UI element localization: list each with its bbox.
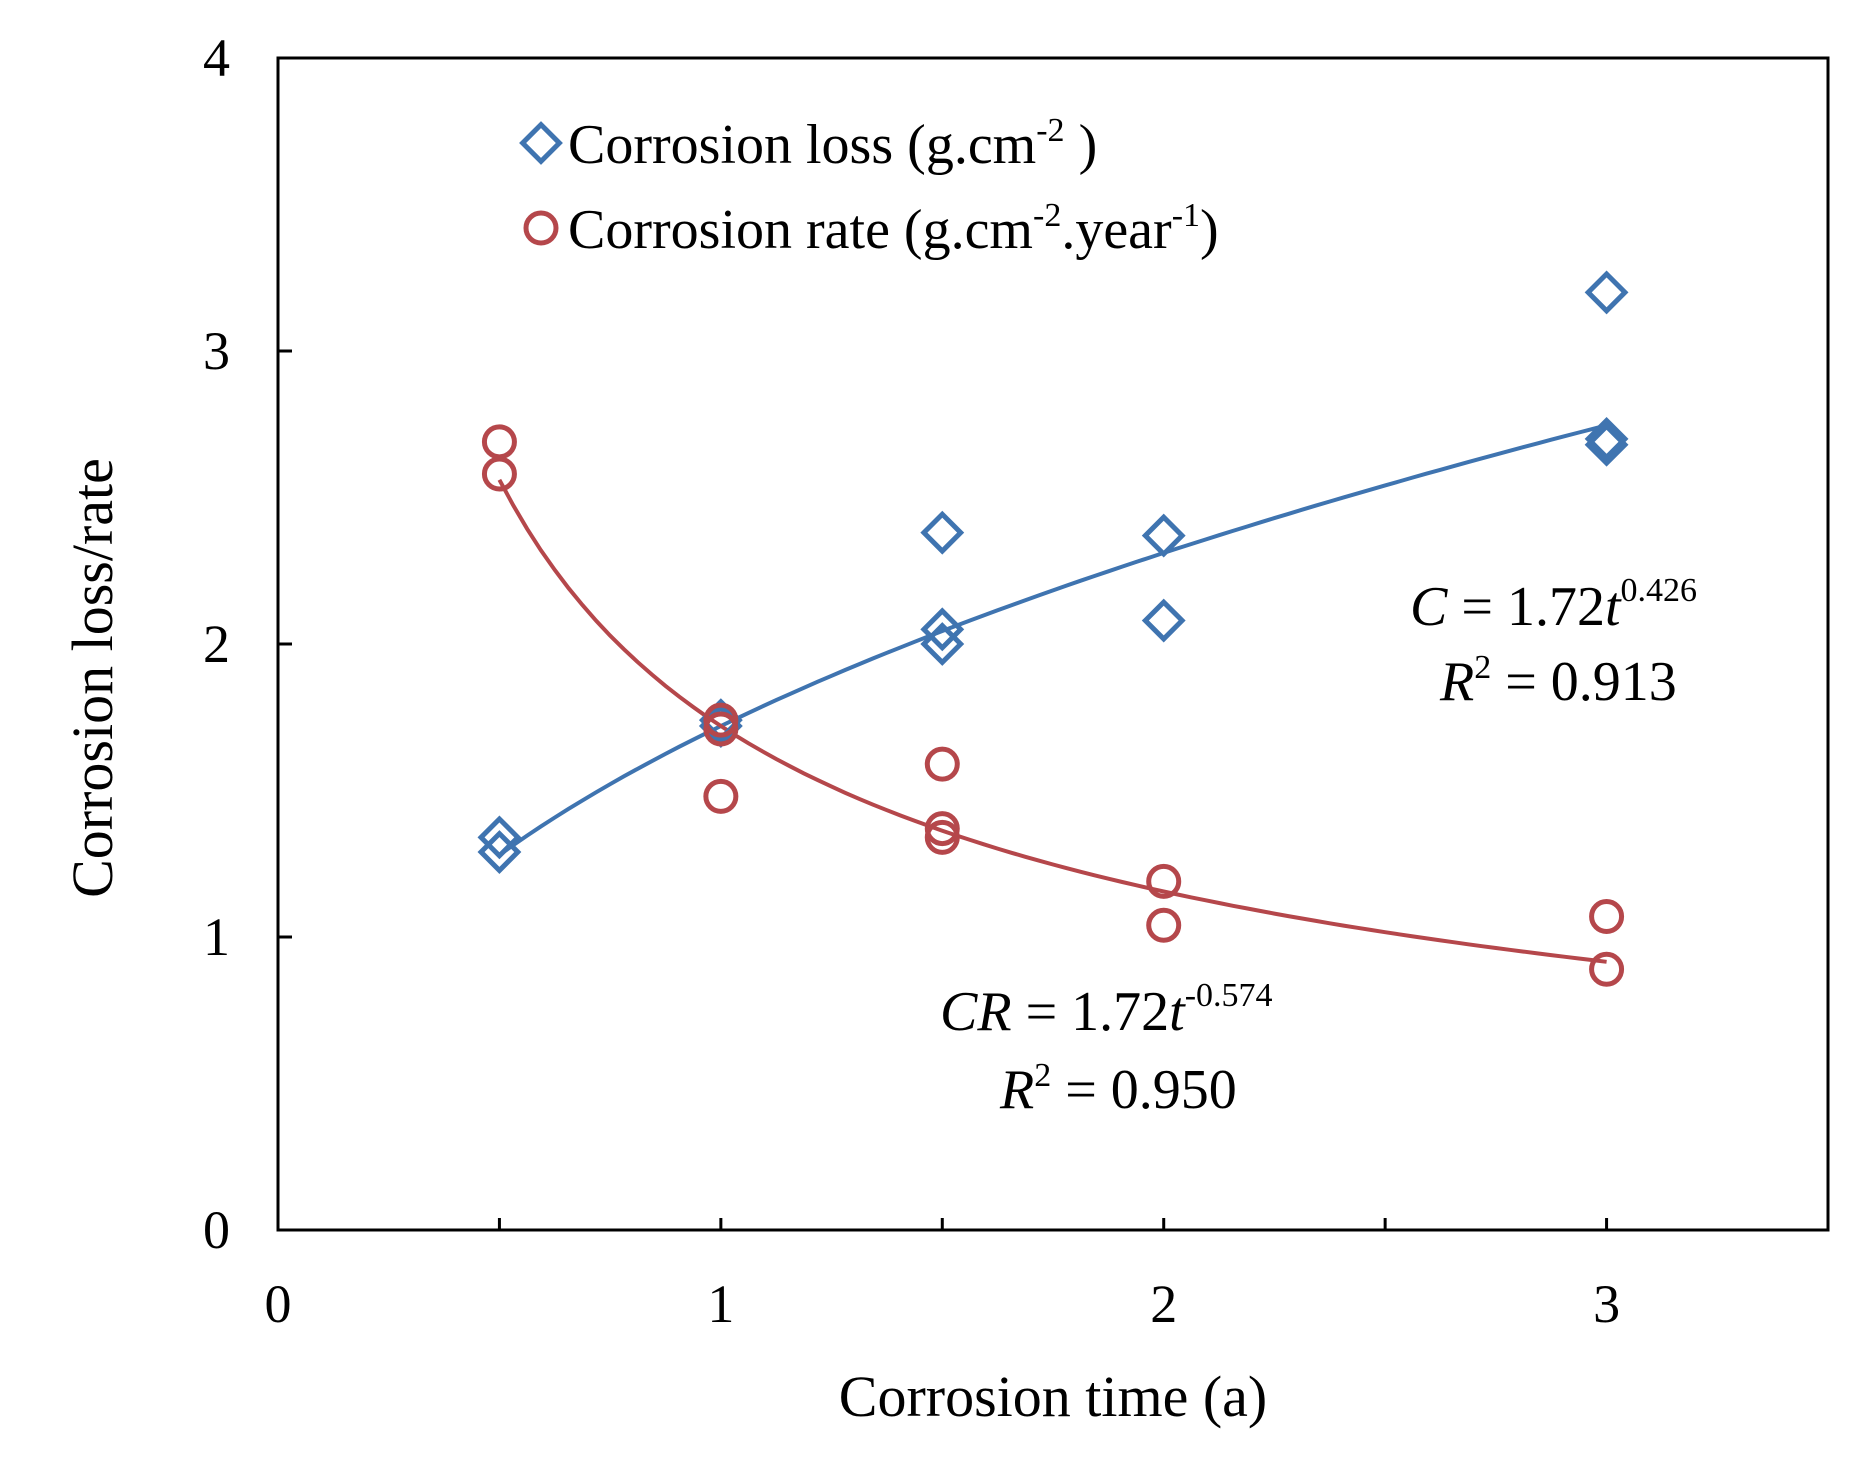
legend-label-corrosion-rate: Corrosion rate (g.cm-2.year-1) <box>568 197 1219 261</box>
data-point-loss <box>920 607 965 652</box>
x-axis-ticks: 0 1 2 3 <box>265 1218 1620 1334</box>
data-point-loss <box>1584 270 1629 315</box>
x-tick-label: 3 <box>1593 1274 1620 1334</box>
data-point-rate <box>481 456 517 492</box>
data-point-loss <box>1584 416 1629 461</box>
legend-marker-corrosion-loss <box>519 121 563 165</box>
equation-loss-fit: C = 1.72t0.426 <box>1410 572 1697 638</box>
data-point-rate <box>703 711 739 747</box>
x-tick-label: 2 <box>1150 1274 1177 1334</box>
data-point-rate <box>1589 898 1625 934</box>
y-tick-label: 0 <box>203 1200 230 1260</box>
data-point-rate <box>481 424 517 460</box>
legend-marker-corrosion-rate <box>523 210 559 246</box>
data-point-loss <box>920 510 965 555</box>
data-point-loss <box>477 815 522 860</box>
data-point-loss <box>1584 422 1629 467</box>
equation-rate-fit: CR = 1.72t-0.574 <box>940 977 1273 1043</box>
y-axis-title: Corrosion loss/rate <box>60 458 125 898</box>
x-axis-title: Corrosion time (a) <box>839 1364 1267 1429</box>
y-tick-label: 1 <box>203 907 230 967</box>
data-point-rate <box>703 778 739 814</box>
x-tick-label: 0 <box>265 1274 292 1334</box>
y-axis-ticks: 0 1 2 3 4 <box>203 28 292 1260</box>
data-point-rate <box>1146 863 1182 899</box>
data-point-loss <box>477 830 522 874</box>
data-point-rate <box>1589 951 1625 987</box>
y-tick-label: 2 <box>203 614 230 674</box>
x-tick-label: 1 <box>707 1274 734 1334</box>
data-point-loss <box>920 622 965 666</box>
data-point-rate <box>924 746 960 782</box>
fit-curves <box>497 423 1608 964</box>
fit-curve-series-1 <box>497 478 1607 964</box>
y-tick-label: 3 <box>203 321 230 381</box>
legend: Corrosion loss (g.cm-2 ) Corrosion rate … <box>519 112 1219 261</box>
data-point-loss <box>1141 598 1186 643</box>
y-tick-label: 4 <box>203 28 230 88</box>
data-points <box>477 270 1629 987</box>
r2-rate-fit: R2 = 0.950 <box>999 1057 1237 1121</box>
r2-loss-fit: R2 = 0.913 <box>1439 649 1677 713</box>
legend-label-corrosion-loss: Corrosion loss (g.cm-2 ) <box>568 112 1097 176</box>
fit-curve-series-0 <box>498 423 1608 857</box>
data-point-loss <box>1141 513 1186 558</box>
data-point-rate <box>1146 907 1182 943</box>
data-point-rate <box>924 819 960 855</box>
